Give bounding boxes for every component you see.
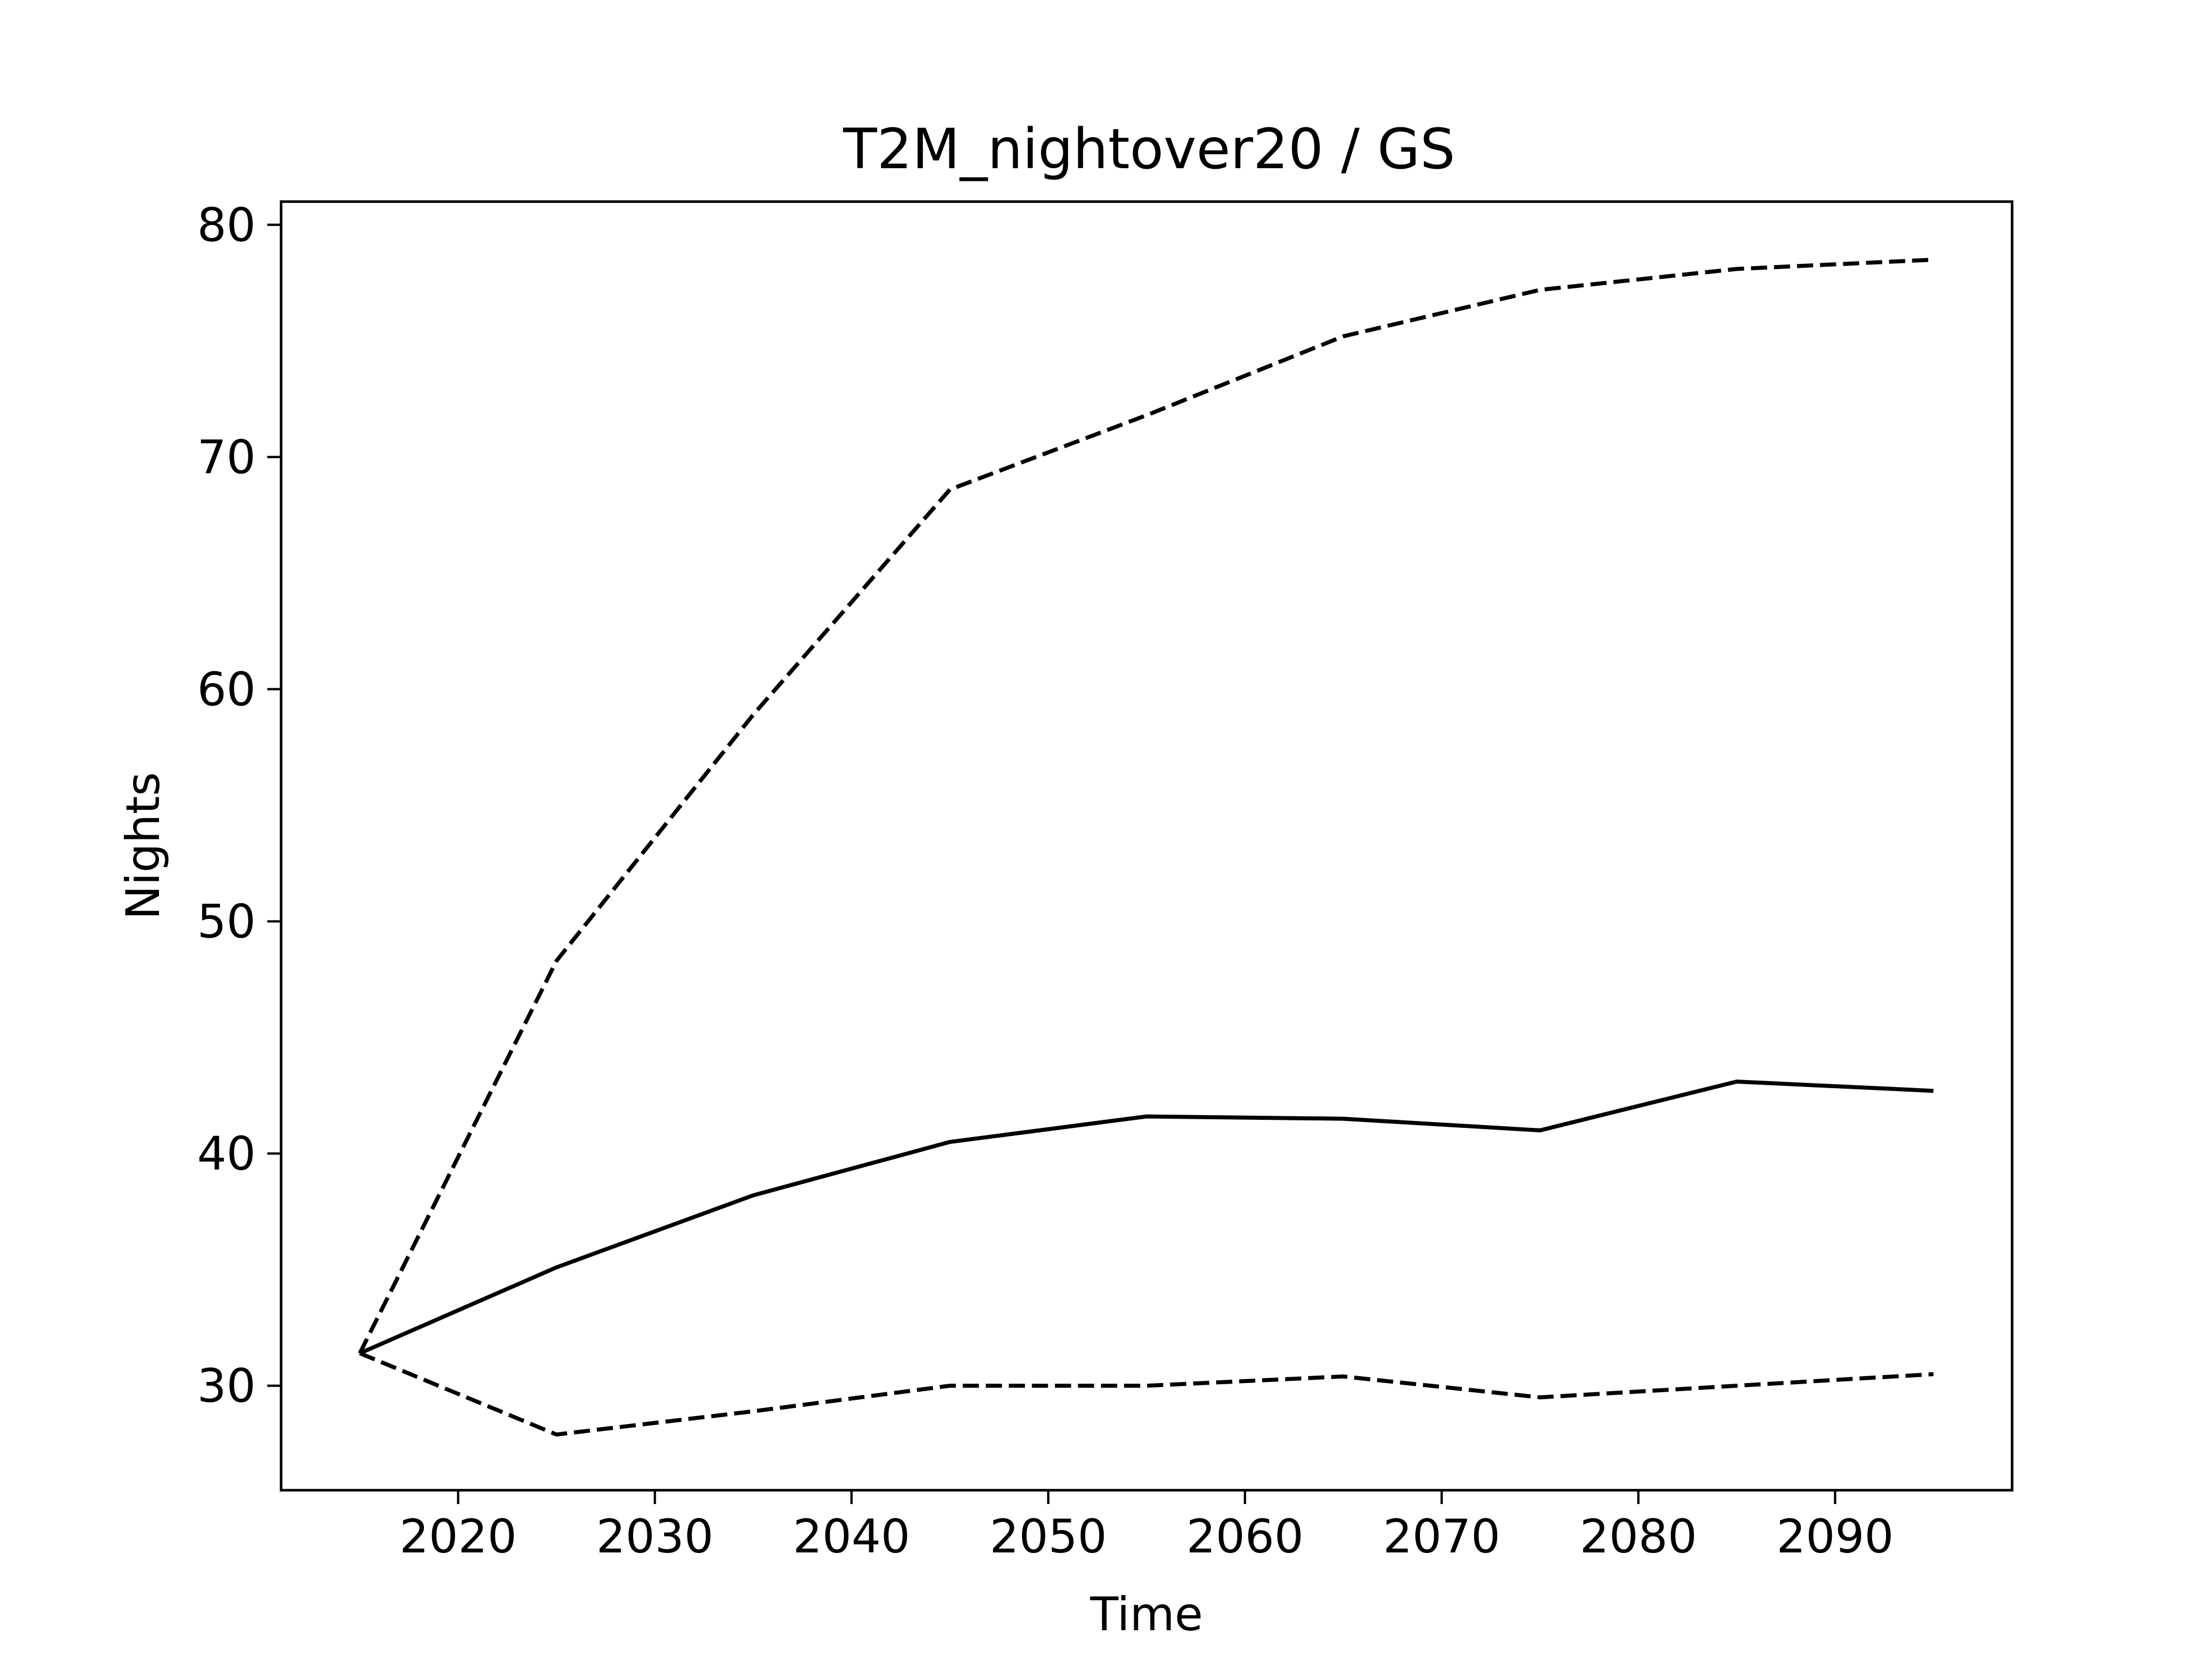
y-tick-label: 40 — [197, 1127, 256, 1181]
chart-title: T2M_nightover20 / GS — [843, 117, 1455, 181]
ticks-layer: 2020 2030 2040 2050 2060 2070 2080 2090 30 40 50 60… — [197, 198, 1893, 1563]
y-tick-label: 50 — [197, 895, 256, 948]
x-tick-label: 2030 — [596, 1510, 714, 1563]
x-axis-label: Time — [1090, 1588, 1203, 1641]
y-tick-label: 30 — [197, 1359, 256, 1413]
plot-frame — [279, 200, 2014, 1492]
y-tick-label: 70 — [197, 430, 256, 484]
y-axis-label: Nights — [116, 772, 170, 920]
dashed-series-line — [359, 1351, 1934, 1437]
x-tick-label: 2080 — [1580, 1510, 1697, 1563]
x-tick-label: 2040 — [793, 1510, 910, 1563]
y-tick-label: 60 — [197, 662, 256, 716]
x-tick-label: 2090 — [1777, 1510, 1894, 1563]
x-tick-label: 2070 — [1383, 1510, 1501, 1563]
x-tick-label: 2060 — [1186, 1510, 1304, 1563]
dashed-series-line — [358, 257, 1934, 1354]
y-tick-label: 80 — [197, 198, 256, 252]
solid-series-line — [359, 1080, 1934, 1355]
x-tick-label: 2050 — [990, 1510, 1107, 1563]
x-tick-label: 2020 — [400, 1510, 517, 1563]
series-layer — [358, 257, 1934, 1437]
